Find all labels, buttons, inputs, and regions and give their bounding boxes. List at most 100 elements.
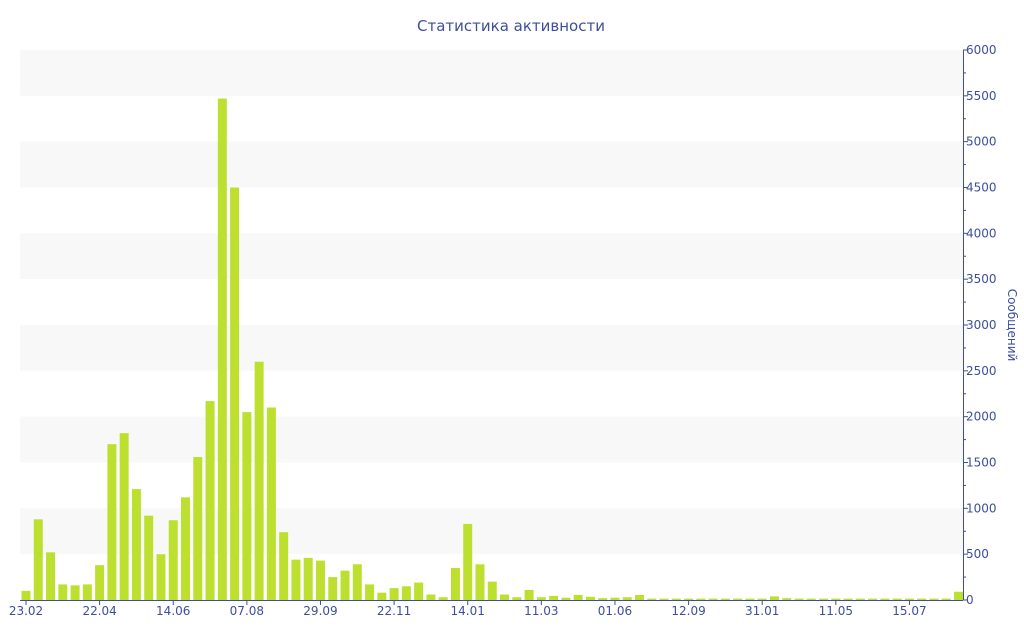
bar	[389, 588, 399, 600]
bar	[205, 401, 215, 600]
y-tick-label: 3500	[966, 272, 997, 286]
bar	[917, 598, 927, 600]
x-tick-label: 14.06	[156, 604, 190, 618]
chart-title: Статистика активности	[417, 17, 605, 35]
bar	[536, 597, 546, 600]
grid-band	[20, 50, 963, 96]
bar	[806, 598, 816, 600]
bar	[352, 564, 362, 600]
bar	[401, 586, 411, 600]
bar	[696, 598, 706, 600]
bar	[279, 532, 289, 600]
grid-band	[20, 508, 963, 555]
bar	[929, 598, 939, 600]
x-tick-label: 29.09	[303, 604, 337, 618]
x-tick-label: 01.06	[598, 604, 632, 618]
bar	[904, 598, 914, 600]
grid-band	[20, 416, 963, 463]
bar	[782, 598, 792, 600]
y-tick-label: 4500	[966, 181, 997, 195]
bar	[954, 591, 964, 600]
bar	[426, 594, 436, 600]
bar	[82, 584, 92, 600]
y-tick-label: 3000	[966, 318, 997, 332]
x-tick-label: 22.11	[377, 604, 411, 618]
x-tick-label: 31.01	[745, 604, 779, 618]
bar	[230, 187, 240, 600]
bar	[868, 598, 878, 600]
bar	[733, 598, 743, 600]
y-tick-label: 4000	[966, 226, 997, 240]
bar	[414, 582, 424, 600]
bar	[254, 361, 264, 600]
bar	[168, 520, 178, 600]
bar	[941, 598, 951, 600]
x-tick-label: 15.07	[892, 604, 926, 618]
bar	[144, 515, 154, 600]
bar	[21, 590, 31, 600]
bar	[266, 407, 276, 600]
bar	[659, 598, 669, 600]
bar	[291, 559, 301, 600]
bar	[242, 412, 252, 600]
bar	[33, 519, 43, 600]
y-tick-label: 2000	[966, 410, 997, 424]
bar	[819, 598, 829, 600]
bar	[217, 98, 227, 600]
y-tick-label: 1500	[966, 456, 997, 470]
bar	[181, 497, 191, 600]
bar	[598, 598, 608, 600]
y-tick-label: 5000	[966, 135, 997, 149]
x-tick-label: 12.09	[671, 604, 705, 618]
bar	[831, 598, 841, 600]
bar	[524, 589, 534, 600]
y-tick-label: 1000	[966, 501, 997, 515]
bar	[156, 554, 166, 600]
bar	[684, 598, 694, 600]
bar	[107, 444, 117, 600]
bar	[720, 598, 730, 600]
grid-band	[20, 141, 963, 188]
bar	[769, 596, 779, 600]
bar	[549, 595, 559, 600]
bar	[635, 594, 644, 600]
bar	[757, 598, 767, 600]
x-tick-label: 14.01	[451, 604, 485, 618]
bar	[328, 577, 338, 600]
y-tick-label: 0	[966, 593, 974, 607]
bar	[843, 598, 853, 600]
x-tick-label: 11.03	[524, 604, 558, 618]
bar	[131, 489, 141, 600]
y-axis-label: Сообщений	[1005, 289, 1019, 362]
bar	[340, 570, 350, 600]
bar	[585, 596, 595, 600]
bar	[463, 523, 473, 600]
bar	[610, 597, 620, 600]
bar	[58, 584, 68, 600]
grid-band	[20, 233, 963, 280]
bar	[365, 584, 375, 600]
bar	[438, 597, 448, 600]
bar	[46, 552, 56, 600]
bar	[70, 585, 80, 600]
bar	[512, 597, 522, 600]
x-tick-label: 23.02	[9, 604, 43, 618]
bar	[303, 557, 313, 600]
bar	[119, 433, 129, 600]
bar	[450, 567, 460, 600]
bar	[671, 598, 681, 600]
bar	[487, 581, 497, 600]
bar	[647, 598, 657, 600]
bar	[745, 598, 755, 600]
bar	[622, 597, 632, 600]
y-tick-label: 2500	[966, 364, 997, 378]
y-tick-label: 500	[966, 547, 989, 561]
bar	[880, 598, 890, 600]
bar	[475, 564, 485, 600]
grid-band	[20, 325, 963, 371]
bar	[573, 594, 583, 600]
bar	[500, 594, 510, 600]
bar	[193, 457, 203, 600]
bar	[315, 560, 325, 600]
